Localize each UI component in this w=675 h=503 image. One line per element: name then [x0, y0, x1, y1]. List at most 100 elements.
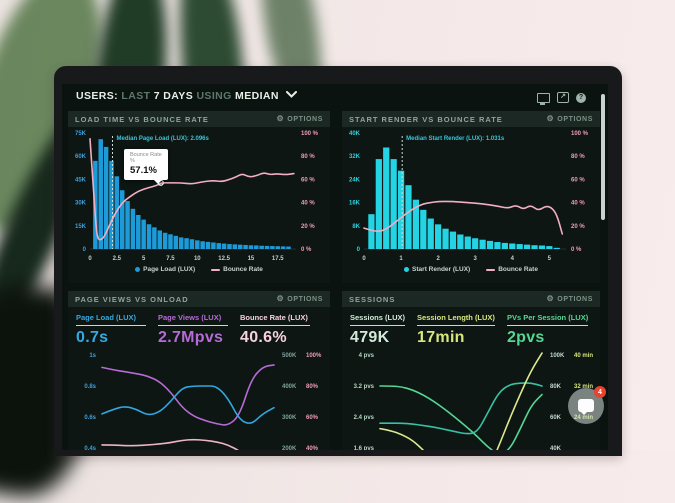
bar[interactable]	[211, 242, 216, 249]
bar[interactable]	[531, 245, 538, 249]
series-line[interactable]	[101, 438, 274, 450]
bar[interactable]	[383, 147, 390, 250]
bar[interactable]	[200, 241, 205, 249]
chart-page-views-vs-onload[interactable]: 1s 0.8s 0.6s 0.4s 500K 400K 300K 200K 100% 80% 60%…	[68, 349, 330, 450]
bar[interactable]	[397, 170, 405, 249]
bar[interactable]	[146, 224, 152, 249]
bar[interactable]	[486, 240, 494, 249]
scrollbar[interactable]	[601, 94, 605, 220]
series-line[interactable]	[101, 385, 275, 424]
legend-item[interactable]: Start Render (LUX)	[404, 266, 470, 273]
y-axis-right-tick: 60K	[550, 415, 562, 421]
bar[interactable]	[375, 159, 382, 249]
bar[interactable]	[449, 231, 457, 249]
bar[interactable]	[420, 209, 427, 249]
bar[interactable]	[509, 243, 516, 249]
bar[interactable]	[103, 146, 109, 249]
bar[interactable]	[412, 199, 420, 249]
bar[interactable]	[195, 240, 200, 249]
bar[interactable]	[516, 244, 523, 249]
bar[interactable]	[442, 228, 449, 249]
bar[interactable]	[479, 239, 486, 249]
bar[interactable]	[457, 234, 464, 250]
bar[interactable]	[130, 208, 136, 249]
bar[interactable]	[546, 246, 553, 249]
series-line[interactable]	[101, 364, 275, 426]
bar[interactable]	[184, 238, 189, 249]
series-line[interactable]	[379, 382, 543, 435]
bar[interactable]	[125, 201, 130, 249]
bar[interactable]	[254, 245, 259, 249]
bar[interactable]	[243, 244, 248, 249]
bar[interactable]	[221, 243, 227, 249]
options-button[interactable]: ⚙ OPTIONS	[277, 295, 324, 303]
bar[interactable]	[168, 234, 173, 249]
bar[interactable]	[227, 244, 232, 249]
bar[interactable]	[205, 241, 211, 249]
bar[interactable]	[494, 242, 501, 249]
bar[interactable]	[275, 246, 281, 249]
options-label: OPTIONS	[557, 295, 593, 303]
bar[interactable]	[237, 244, 243, 249]
share-icon[interactable]: ↗	[557, 92, 569, 103]
bar[interactable]	[264, 245, 270, 249]
bar[interactable]	[472, 238, 479, 249]
bar[interactable]	[259, 245, 264, 249]
bar[interactable]	[136, 214, 141, 249]
bar[interactable]	[427, 218, 434, 249]
bar[interactable]	[523, 244, 531, 249]
options-button[interactable]: ⚙ OPTIONS	[547, 295, 594, 303]
legend-item[interactable]: Bounce Rate	[486, 266, 538, 273]
x-axis-tick: 5	[142, 256, 146, 262]
series-line[interactable]	[379, 352, 543, 450]
chevron-down-icon[interactable]	[286, 91, 298, 98]
bar[interactable]	[119, 190, 125, 249]
metric-label: Page Load (LUX)	[76, 313, 146, 326]
bar[interactable]	[553, 247, 560, 249]
bar[interactable]	[114, 176, 120, 249]
bar[interactable]	[435, 224, 442, 249]
bar[interactable]	[280, 246, 286, 249]
bar[interactable]	[464, 236, 471, 249]
options-button[interactable]: ⚙ OPTIONS	[547, 115, 594, 123]
bar[interactable]	[178, 237, 184, 249]
y-axis-right-tick: 60%	[306, 415, 319, 421]
bar[interactable]	[93, 160, 98, 249]
bar[interactable]	[141, 219, 146, 249]
bar[interactable]	[189, 239, 195, 249]
display-icon[interactable]	[537, 92, 550, 105]
y-axis-left-tick: 3.2 pvs	[354, 384, 375, 390]
bar[interactable]	[109, 160, 114, 249]
y-axis-left-tick: 60K	[75, 154, 87, 160]
bar[interactable]	[368, 214, 375, 249]
chat-widget-button[interactable]: 4	[568, 386, 606, 424]
x-axis-tick: 0	[88, 256, 92, 262]
bar[interactable]	[538, 245, 546, 249]
options-button[interactable]: ⚙ OPTIONS	[277, 115, 324, 123]
bar[interactable]	[390, 159, 397, 249]
chart-start-render-vs-bounce[interactable]: 40K 32K 24K 16K 8K 0 100 % 80 % 60 % 40 % 20 % 0 % 0…	[342, 127, 600, 265]
y-axis-right-tick: 20 %	[301, 224, 315, 230]
series-line[interactable]	[379, 385, 543, 450]
bar[interactable]	[501, 242, 508, 249]
bar[interactable]	[405, 185, 412, 249]
bar[interactable]	[173, 235, 179, 249]
legend-item[interactable]: Bounce Rate	[211, 266, 263, 273]
bar[interactable]	[286, 246, 291, 249]
bar[interactable]	[98, 139, 103, 249]
tooltip-label: Bounce Rate	[130, 152, 162, 158]
help-icon[interactable]: ?	[576, 92, 586, 103]
chart-sessions[interactable]: 4 pvs 3.2 pvs 2.4 pvs 1.6 pvs 100K 80K 60K 40K 4…	[342, 349, 600, 450]
metrics-row: Sessions (LUX) 479K Session Length (LUX)…	[342, 307, 600, 349]
title-metric[interactable]: MEDIAN	[235, 90, 279, 102]
bar[interactable]	[248, 245, 254, 249]
legend-item[interactable]: Page Load (LUX)	[135, 266, 195, 273]
y-axis-left-tick: 8K	[352, 224, 360, 230]
bar[interactable]	[157, 230, 162, 249]
bar[interactable]	[232, 244, 238, 249]
bar[interactable]	[162, 232, 168, 249]
bar[interactable]	[270, 246, 275, 249]
bar[interactable]	[152, 227, 157, 249]
bar[interactable]	[216, 243, 222, 249]
